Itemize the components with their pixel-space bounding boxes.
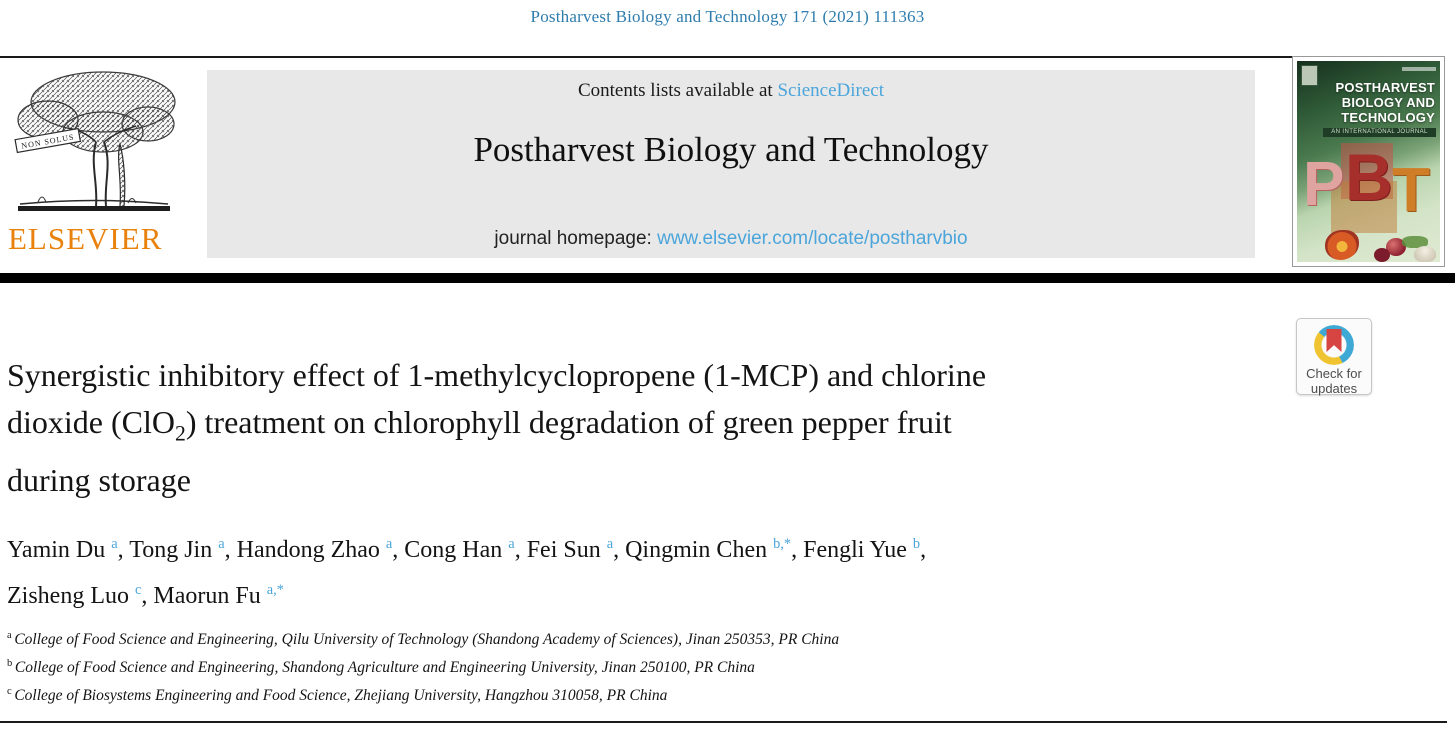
author-separator: , (613, 537, 626, 563)
homepage-prefix: journal homepage: (494, 228, 658, 249)
journal-banner: Contents lists available at ScienceDirec… (207, 70, 1255, 258)
affiliation-line: b College of Food Science and Engineerin… (7, 652, 839, 680)
author-affiliation-superscript: a (606, 536, 614, 552)
badge-label-line2: updates (1310, 381, 1358, 396)
contents-line: Contents lists available at ScienceDirec… (207, 80, 1255, 102)
cover-letter-p: P (1303, 150, 1345, 219)
cover-elsevier-mini-logo-icon (1301, 65, 1318, 86)
section-divider-bar (0, 273, 1455, 283)
badge-label: Check for updates (1297, 366, 1371, 396)
author-affiliation-superscript: b,* (773, 536, 792, 552)
author-name: Qingmin Chen (625, 537, 774, 563)
cover-photo-tile (1331, 181, 1397, 233)
affiliation-superscript: b (7, 658, 15, 670)
author-name: Yamin Du (7, 537, 112, 563)
title-text: during storage (7, 462, 191, 499)
author-name: Handong Zhao (236, 537, 386, 563)
check-for-updates-badge[interactable]: Check for updates (1296, 318, 1372, 396)
affiliation-line: a College of Food Science and Engineerin… (7, 624, 839, 652)
sciencedirect-link[interactable]: ScienceDirect (777, 80, 885, 101)
cover-greens-art (1402, 236, 1428, 248)
affiliation-list: a College of Food Science and Engineerin… (7, 624, 839, 708)
author-affiliation-superscript: a (111, 536, 118, 552)
header-rule (0, 56, 1345, 58)
author-affiliation-superscript: a (218, 536, 225, 552)
footer-rule (0, 721, 1447, 723)
affiliation-text: College of Biosystems Engineering and Fo… (14, 687, 668, 705)
cover-letter-b: B (1345, 140, 1393, 214)
badge-label-line1: Check for (1306, 366, 1362, 381)
crossmark-icon (1314, 325, 1354, 365)
author-affiliation-superscript: a (508, 536, 515, 552)
page-citation: Postharvest Biology and Technology 171 (… (530, 7, 925, 26)
journal-cover-thumbnail: POSTHARVEST BIOLOGY AND TECHNOLOGY AN IN… (1292, 56, 1445, 267)
cover-title-line: POSTHARVEST (1335, 80, 1435, 95)
cover-title-line: BIOLOGY AND (1341, 95, 1435, 110)
affiliation-line: c College of Biosystems Engineering and … (7, 680, 839, 708)
affiliation-superscript: a (7, 630, 15, 641)
article-title-line: during storage (7, 457, 1282, 504)
cover-issn-placeholder (1402, 67, 1436, 71)
elsevier-wordmark: ELSEVIER (8, 221, 163, 256)
author-separator: , (117, 537, 130, 563)
author-affiliation-superscript: c (134, 582, 142, 598)
cover-radish-art (1374, 248, 1390, 262)
article-title: Synergistic inhibitory effect of 1-methy… (7, 352, 1282, 504)
author-separator: , (920, 537, 927, 563)
author-separator: , (514, 537, 527, 563)
article-title-line: dioxide (ClO2) treatment on chlorophyll … (7, 399, 1282, 457)
title-text: dioxide (ClO (7, 404, 175, 440)
cover-title-line: TECHNOLOGY (1341, 110, 1435, 125)
author-separator: , (392, 537, 405, 563)
affiliation-text: College of Food Science and Engineering,… (14, 631, 840, 649)
author-name: Fei Sun (526, 537, 607, 563)
cover-journal-title: POSTHARVEST BIOLOGY AND TECHNOLOGY (1336, 80, 1435, 125)
crossmark-bookmark (1326, 329, 1342, 352)
author-line: Yamin Du a, Tong Jin a, Handong Zhao a, … (7, 524, 1282, 570)
author-separator: , (141, 583, 154, 609)
author-line: Zisheng Luo c, Maorun Fu a,* (7, 570, 1282, 616)
affiliation-text: College of Food Science and Engineering,… (14, 659, 755, 677)
cover-subtitle-band: AN INTERNATIONAL JOURNAL (1323, 128, 1436, 137)
author-name: Fengli Yue (803, 537, 913, 563)
author-name: Tong Jin (129, 537, 219, 563)
journal-title: Postharvest Biology and Technology (473, 130, 989, 169)
elsevier-tree-icon: NON SOLUS (14, 71, 176, 211)
journal-cover-art: POSTHARVEST BIOLOGY AND TECHNOLOGY AN IN… (1297, 61, 1440, 262)
elsevier-logo: NON SOLUS ELSEVIER (8, 66, 190, 257)
cover-radish-art (1386, 238, 1406, 256)
title-text: Synergistic inhibitory effect of 1-methy… (7, 357, 987, 393)
contents-prefix: Contents lists available at (577, 80, 778, 101)
author-separator: , (224, 537, 237, 563)
title-text: ) treatment on chlorophyll degradation o… (185, 404, 952, 440)
author-name: Cong Han (404, 537, 509, 563)
cover-flower-art (1325, 230, 1359, 260)
author-separator: , (791, 537, 804, 563)
title-subscript: 2 (174, 421, 186, 446)
homepage-line: journal homepage: www.elsevier.com/locat… (207, 228, 1255, 250)
article-title-line: Synergistic inhibitory effect of 1-methy… (7, 352, 1282, 399)
author-name: Maorun Fu (153, 583, 267, 609)
affiliation-superscript: c (7, 686, 15, 698)
author-name: Zisheng Luo (7, 583, 135, 609)
cover-mushroom-art (1414, 246, 1436, 262)
cover-letter-t: T (1392, 156, 1430, 225)
author-affiliation-superscript: b (912, 536, 921, 552)
author-affiliation-superscript: a (385, 536, 393, 552)
author-affiliation-superscript: a,* (266, 582, 284, 598)
author-list: Yamin Du a, Tong Jin a, Handong Zhao a, … (7, 524, 1282, 616)
homepage-link[interactable]: www.elsevier.com/locate/postharvbio (657, 228, 968, 249)
